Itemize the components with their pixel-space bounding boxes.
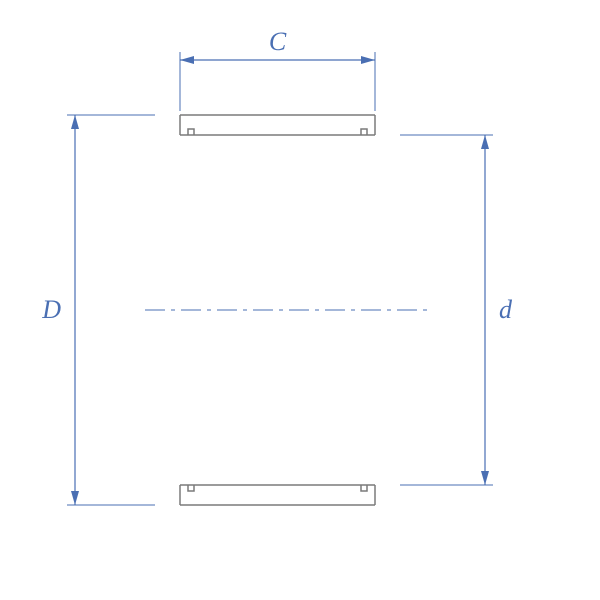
label-D: D bbox=[41, 295, 61, 324]
label-c: C bbox=[269, 27, 287, 56]
bearing-section-diagram: C Dd bbox=[0, 0, 600, 600]
label-d: d bbox=[499, 295, 513, 324]
